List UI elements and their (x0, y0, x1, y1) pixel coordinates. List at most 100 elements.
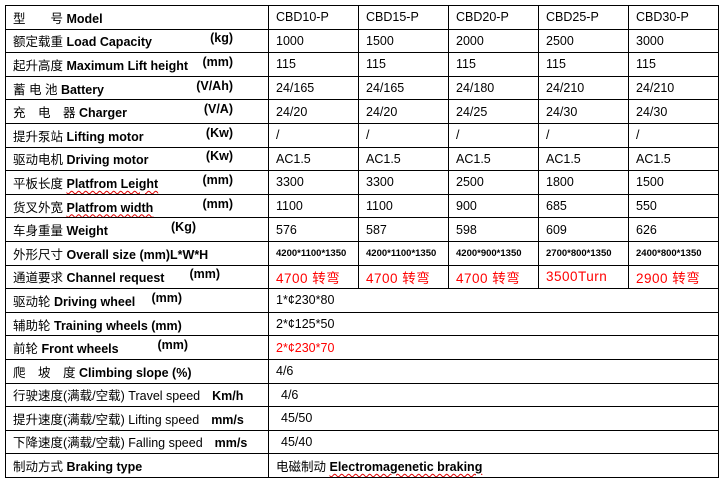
label-cn: 辅助轮 (13, 318, 51, 333)
label-unit: (Kw) (205, 125, 233, 140)
spec-value: 24/210 (538, 75, 629, 101)
label-unit: (Kw) (205, 149, 233, 164)
spec-value: 24/30 (628, 99, 719, 124)
label-unit: (mm) (202, 54, 233, 69)
label-en: Overall size (mm)L*W*H (66, 247, 209, 262)
row-label: 提升速度(满载/空载) Lifting speed mm/s (5, 406, 269, 431)
spec-value: 电磁制动 Electromagenetic braking (268, 453, 719, 478)
spec-value: 115 (358, 52, 449, 77)
label-cn: 爬 坡 度 (13, 365, 76, 380)
spec-value: 2900 转弯 (628, 264, 719, 290)
label-cn: 货叉外宽 (13, 200, 64, 215)
row-label: 行驶速度(满载/空载) Travel speed Km/h (5, 382, 269, 408)
row-label: 前轮 Front wheels (mm) (5, 335, 269, 360)
row-label: 外形尺寸 Overall size (mm)L*W*H (5, 240, 269, 266)
row-label: 提升泵站 Lifting motor (Kw) (5, 122, 269, 148)
spec-value: 2700*800*1350 (538, 240, 629, 266)
spec-value: 2*¢125*50 (268, 311, 719, 337)
spec-row-overall-size-mm-l-w-h: 外形尺寸 Overall size (mm)L*W*H 4200*1100*135… (5, 240, 719, 266)
spec-value: 24/20 (268, 99, 359, 124)
spec-value: 45/40 (268, 429, 719, 455)
spec-value: 24/20 (358, 99, 449, 124)
label-cn: 提升速度(满载/空载) (13, 412, 125, 427)
label-unit: mm/s (211, 412, 244, 427)
spec-row-weight: 车身重量 Weight (Kg) 576 587 598 609 626 (5, 217, 719, 242)
label-cn: 外形尺寸 (13, 247, 64, 262)
spec-value: 900 (448, 193, 539, 219)
label-en: Lifting speed (128, 412, 200, 427)
spec-value: 598 (448, 217, 539, 242)
label-cn: 起升高度 (13, 58, 64, 73)
spec-value: 1100 (358, 193, 449, 219)
spec-value: 24/30 (538, 99, 629, 124)
label-unit: (mm) (202, 172, 233, 187)
spec-row-channel-request: 通道要求 Channel request (mm) 4700 转弯 4700 转弯 47… (5, 264, 719, 290)
row-label: 货叉外宽 Platfrom width (mm) (5, 193, 269, 219)
label-cn: 蓄 电 池 (13, 82, 58, 97)
model-header: CBD25-P (538, 5, 629, 30)
row-label: 辅助轮 Training wheels (mm) (5, 311, 269, 337)
label-en: Platfrom Leight (66, 176, 159, 191)
spec-value: 4200*900*1350 (448, 240, 539, 266)
spec-value: / (628, 122, 719, 148)
spec-value: 1100 (268, 193, 359, 219)
label-unit: (V/A) (203, 102, 233, 117)
label-unit: (mm) (151, 290, 182, 305)
label-cn: 制动方式 (13, 460, 64, 475)
spec-value: 4700 转弯 (268, 264, 359, 290)
spec-value: 115 (538, 52, 629, 77)
spec-value: / (538, 122, 629, 148)
label-cn: 额定载重 (13, 35, 64, 50)
spec-row-battery: 蓄 电 池 Battery (V/Ah) 24/165 24/165 24/180 24/… (5, 75, 719, 101)
label-en: Falling speed (128, 436, 203, 451)
spec-value: 1000 (268, 28, 359, 54)
spec-value: 2500 (538, 28, 629, 54)
spec-value: 4/6 (268, 382, 719, 408)
spec-value: 45/50 (268, 406, 719, 431)
spec-row-platfrom-leight: 平板长度 Platfrom Leight (mm) 3300 3300 2500 1800… (5, 170, 719, 195)
label-cn: 充 电 器 (13, 106, 76, 121)
spec-value: 3300 (268, 170, 359, 195)
spec-value: 4200*1100*1350 (358, 240, 449, 266)
label-en: Platfrom width (66, 200, 154, 215)
label-en: Driving motor (66, 153, 149, 168)
spec-row-driving-wheel: 驱动轮 Driving wheel (mm) 1*¢230*80 (5, 288, 719, 313)
spec-value: 24/165 (268, 75, 359, 101)
model-header: CBD10-P (268, 5, 359, 30)
row-label: 爬 坡 度 Climbing slope (%) (5, 358, 269, 384)
label-cn: 下降速度(满载/空载) (13, 436, 125, 451)
spec-row-travel-speed: 行驶速度(满载/空载) Travel speed Km/h 4/6 (5, 382, 719, 408)
label-unit: (kg) (210, 31, 233, 46)
spec-value: / (448, 122, 539, 148)
spec-value: AC1.5 (268, 146, 359, 172)
spec-row-falling-speed: 下降速度(满载/空载) Falling speed mm/s 45/40 (5, 429, 719, 455)
label-en: Channel request (66, 271, 165, 286)
row-label: 制动方式 Braking type (5, 453, 269, 478)
label-unit: Km/h (212, 389, 244, 404)
label-en: Training wheels (mm) (54, 318, 182, 333)
row-label: 型 号 Model (5, 5, 269, 30)
label-cn: 通道要求 (13, 271, 64, 286)
spec-value: AC1.5 (538, 146, 629, 172)
spec-value: 2*¢230*70 (268, 335, 719, 360)
label-cn: 平板长度 (13, 176, 64, 191)
label-en: Model (66, 11, 103, 26)
spec-value: 4/6 (268, 358, 719, 384)
row-label: 驱动轮 Driving wheel (mm) (5, 288, 269, 313)
label-en: Weight (66, 224, 108, 239)
label-unit: (mm) (189, 267, 220, 282)
label-en: Driving wheel (54, 294, 136, 309)
spec-value: AC1.5 (358, 146, 449, 172)
row-label: 充 电 器 Charger (V/A) (5, 99, 269, 124)
row-label: 通道要求 Channel request (mm) (5, 264, 269, 290)
label-cn: 型 号 (13, 11, 64, 26)
spec-row-charger: 充 电 器 Charger (V/A) 24/20 24/20 24/25 24/30 24… (5, 99, 719, 124)
spec-value: 609 (538, 217, 629, 242)
spec-value: 3500Turn (538, 264, 629, 290)
spec-value: 24/25 (448, 99, 539, 124)
row-label: 平板长度 Platfrom Leight (mm) (5, 170, 269, 195)
spec-value: 626 (628, 217, 719, 242)
spec-value: AC1.5 (448, 146, 539, 172)
spec-value: 24/165 (358, 75, 449, 101)
spec-value: 2000 (448, 28, 539, 54)
